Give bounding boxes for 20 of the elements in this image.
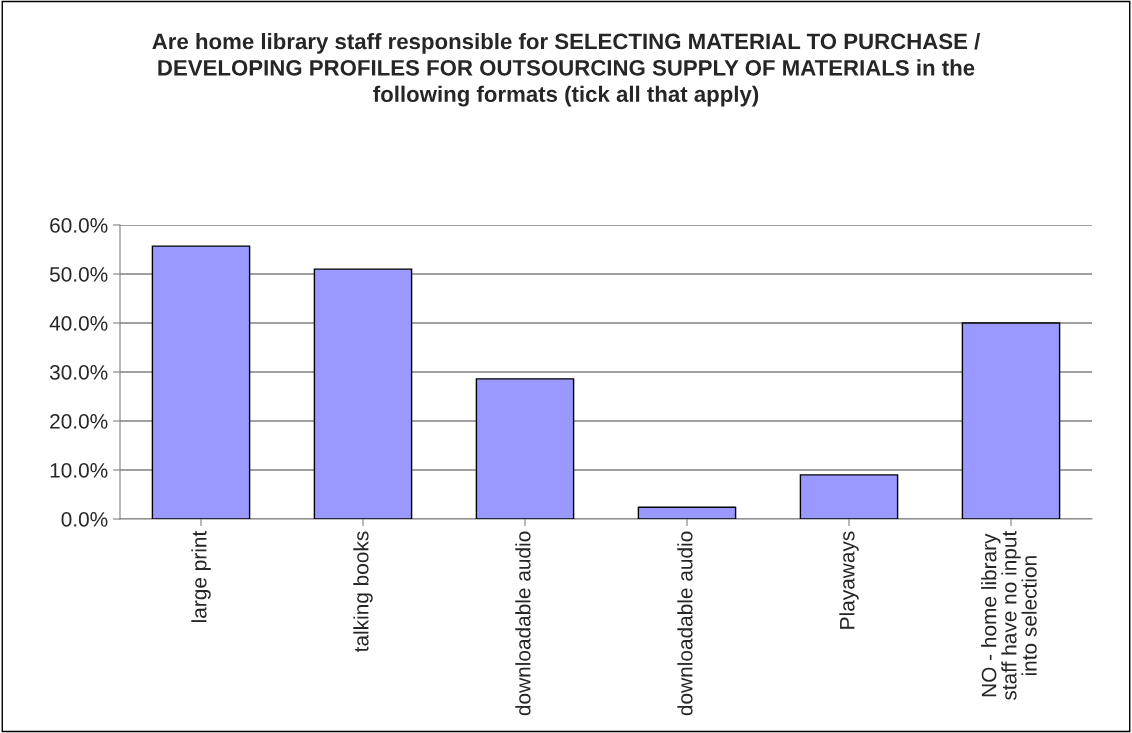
y-tick-label: 0.0% <box>61 512 108 527</box>
y-tick-label: 60.0% <box>50 218 108 233</box>
y-tick-label: 10.0% <box>50 463 108 478</box>
y-tick-label: 40.0% <box>49 316 108 331</box>
y-tick-label: 50.0% <box>49 267 108 282</box>
x-tick-label: Playaways <box>839 531 859 629</box>
bar <box>799 474 899 519</box>
x-tick-label: NO - home library staff have no input into selection <box>981 530 1037 701</box>
bar <box>961 322 1061 519</box>
bar <box>313 268 413 519</box>
x-tick-label: talking books <box>353 531 373 653</box>
x-tick-label: large print <box>191 530 211 622</box>
x-tick-label: downloadable audio <box>677 531 693 716</box>
chart-title: Are home library staff responsible for SELECTING MATERIAL TO PURCHASE / DEVELOPING PROFILES FOR OUTSOURCING SUPPLY OF MATERIALS in the following formats (tick all that apply) <box>152 32 981 107</box>
y-tick-label: 30.0% <box>49 365 108 380</box>
bar <box>637 506 737 519</box>
x-tick-label: downloadable audio <box>515 531 531 716</box>
bar <box>475 378 575 519</box>
bar <box>151 245 251 519</box>
y-tick-label: 20.0% <box>50 414 108 429</box>
